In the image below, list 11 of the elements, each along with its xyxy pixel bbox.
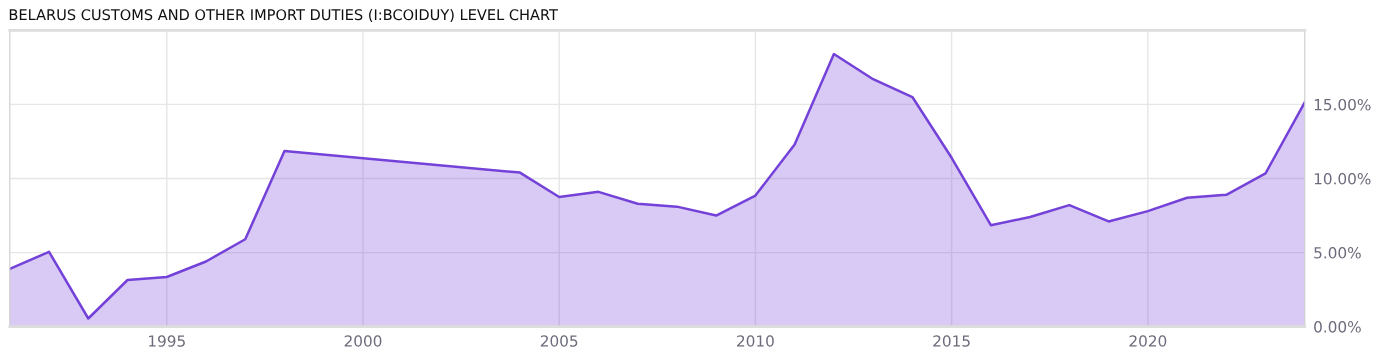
y-tick-label: 15.00%	[1314, 98, 1371, 111]
x-tick-label: 2020	[1129, 335, 1167, 347]
y-tick-label: 10.00%	[1314, 172, 1371, 185]
y-tick-label: 0.00%	[1314, 321, 1361, 333]
x-tick-label: 1995	[149, 335, 185, 347]
x-tick-label: 2015	[933, 335, 970, 347]
x-tick-label: 2000	[344, 335, 382, 347]
chart-title: BELARUS CUSTOMS AND OTHER IMPORT DUTIES (I:BCOIDUY) LEVEL CHART	[9, 8, 558, 22]
y-tick-label: 5.00%	[1314, 247, 1361, 259]
x-tick-label: 2005	[540, 335, 578, 347]
x-tick-label: 2010	[737, 335, 774, 347]
